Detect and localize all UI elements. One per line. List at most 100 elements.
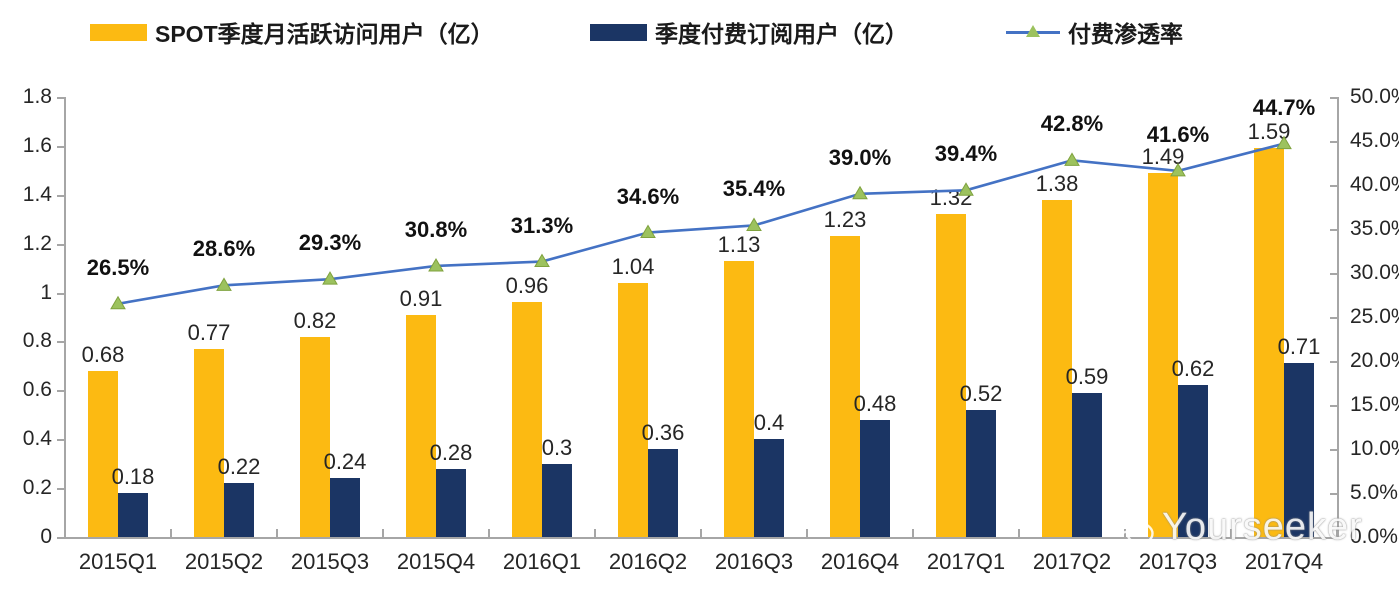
x-axis-tick xyxy=(912,529,914,537)
bar-mau xyxy=(724,260,754,537)
left-axis-tick xyxy=(57,537,65,539)
legend-label-subs: 季度付费订阅用户（亿） xyxy=(655,21,908,47)
subs-value-label: 0.52 xyxy=(959,380,1003,406)
y-axis-label-left: 1.8 xyxy=(22,85,52,108)
mau-value-label: 0.77 xyxy=(187,319,231,345)
x-axis-label: 2016Q2 xyxy=(608,549,688,574)
bar-subs xyxy=(330,478,360,537)
penetration-marker-icon xyxy=(1064,152,1080,166)
legend-item-subs: 季度付费订阅用户（亿） xyxy=(590,18,908,47)
x-axis-tick xyxy=(700,529,702,537)
bar-subs xyxy=(754,439,784,537)
plot-area: 0.68 0.18 26.5% 0.77 0.22 28.6% 0.82 0.24 29.3% 0… xyxy=(65,94,1337,537)
bar-subs xyxy=(1072,392,1102,537)
subs-value-label: 0.24 xyxy=(323,449,367,475)
mau-value-label: 0.91 xyxy=(399,285,443,311)
legend-label-mau: SPOT季度月活跃访问用户（亿） xyxy=(155,21,494,47)
subs-value-label: 0.71 xyxy=(1277,334,1321,360)
mau-value-label: 1.13 xyxy=(717,231,761,257)
y-axis-label-left: 1.6 xyxy=(22,133,52,157)
bar-subs xyxy=(542,463,572,537)
y-axis-label-right: 0.0% xyxy=(1350,525,1398,548)
right-axis-tick xyxy=(1330,97,1338,99)
penetration-marker-icon xyxy=(640,224,656,239)
x-axis-tick xyxy=(594,529,596,537)
subs-value-label: 0.4 xyxy=(753,410,785,436)
penetration-label: 34.6% xyxy=(616,183,680,209)
right-axis-tick xyxy=(1330,141,1338,143)
bar-mau xyxy=(1148,172,1178,537)
bar-mau xyxy=(194,348,224,537)
left-axis-line xyxy=(64,97,66,539)
penetration-label: 26.5% xyxy=(86,254,150,280)
bottom-axis-line xyxy=(64,537,1338,539)
bar-subs xyxy=(436,468,466,537)
right-axis-tick xyxy=(1330,449,1338,451)
legend-label-penetration: 付费渗透率 xyxy=(1068,21,1183,47)
y-axis-label-left: 1 xyxy=(40,280,52,304)
watermark-text: Yourseeker xyxy=(1162,505,1363,548)
penetration-marker-icon xyxy=(110,295,126,310)
bar-subs xyxy=(224,483,254,537)
y-axis-label-right: 25.0% xyxy=(1350,305,1399,328)
x-axis-label: 2017Q1 xyxy=(926,549,1006,574)
wechat-icon xyxy=(1102,505,1154,548)
x-axis-tick xyxy=(1230,529,1232,537)
subs-value-label: 0.62 xyxy=(1171,356,1215,382)
x-axis-tick xyxy=(276,529,278,537)
mau-value-label: 1.23 xyxy=(823,207,867,233)
right-axis-tick xyxy=(1330,493,1338,495)
right-axis-tick xyxy=(1330,229,1338,231)
bar-mau xyxy=(830,236,860,537)
mau-value-label: 1.04 xyxy=(611,253,655,279)
mau-value-label: 0.82 xyxy=(293,307,337,333)
bar-mau xyxy=(512,302,542,537)
x-axis-label: 2016Q3 xyxy=(714,549,794,574)
x-axis-label: 2016Q4 xyxy=(820,549,900,574)
penetration-label: 44.7% xyxy=(1252,94,1316,120)
penetration-marker-icon xyxy=(534,253,550,268)
y-axis-label-right: 40.0% xyxy=(1350,173,1399,196)
y-axis-label-right: 5.0% xyxy=(1350,481,1398,504)
left-axis-tick xyxy=(57,97,65,99)
y-axis-label-left: 1.2 xyxy=(22,231,52,255)
penetration-marker-icon xyxy=(852,185,868,200)
penetration-marker-icon xyxy=(322,271,338,285)
x-axis-label: 2016Q1 xyxy=(502,549,582,574)
watermark: Yourseeker xyxy=(1100,503,1363,551)
legend-swatch-mau xyxy=(90,23,147,41)
subs-value-label: 0.59 xyxy=(1065,363,1109,389)
bar-subs xyxy=(1284,363,1314,537)
mau-value-label: 1.32 xyxy=(929,185,973,211)
penetration-label: 30.8% xyxy=(404,216,468,242)
bar-mau xyxy=(406,314,436,537)
bar-subs xyxy=(648,449,678,537)
penetration-label: 41.6% xyxy=(1146,121,1210,147)
y-axis-label-left: 0.6 xyxy=(22,378,52,402)
legend-item-penetration: 付费渗透率 xyxy=(1006,18,1183,47)
penetration-marker-icon xyxy=(216,277,232,291)
penetration-label: 39.4% xyxy=(934,141,998,167)
mau-value-label: 1.38 xyxy=(1035,170,1079,196)
subs-value-label: 0.28 xyxy=(429,439,473,465)
x-axis-tick xyxy=(1018,529,1020,537)
x-axis-label: 2017Q4 xyxy=(1244,549,1324,574)
bar-mau xyxy=(88,370,118,537)
bar-mau xyxy=(936,214,966,537)
subs-value-label: 0.36 xyxy=(641,420,685,445)
subs-value-label: 0.48 xyxy=(853,390,897,416)
left-axis-tick xyxy=(57,243,65,246)
subs-value-label: 0.18 xyxy=(111,464,155,489)
penetration-label: 28.6% xyxy=(192,236,256,262)
bar-mau xyxy=(300,336,330,537)
penetration-label: 29.3% xyxy=(298,230,362,256)
mau-value-label: 0.96 xyxy=(505,273,549,299)
x-axis-label: 2015Q3 xyxy=(290,549,370,574)
y-axis-label-left: 0.4 xyxy=(22,427,52,451)
left-axis-tick xyxy=(57,145,65,148)
legend-swatch-subs xyxy=(590,23,647,41)
right-axis-tick xyxy=(1330,317,1338,319)
y-axis-label-left: 0.2 xyxy=(22,476,52,500)
legend-line-marker-icon xyxy=(1006,23,1060,41)
left-axis-tick xyxy=(57,341,65,344)
